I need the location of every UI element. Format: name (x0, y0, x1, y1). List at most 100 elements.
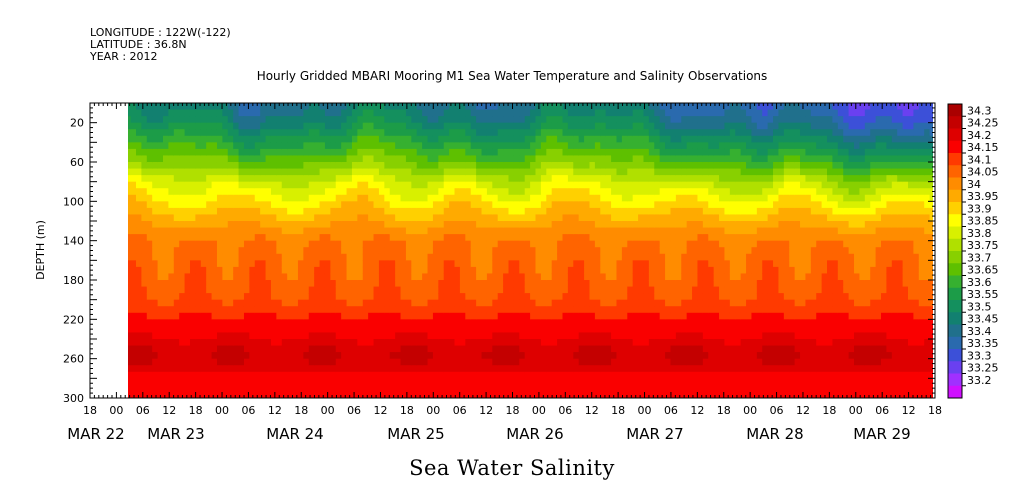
heatmap-cell (486, 358, 493, 366)
heatmap-cell (638, 358, 645, 366)
heatmap-cell (308, 122, 315, 130)
heatmap-cell (189, 116, 196, 124)
heatmap-cell (184, 384, 191, 393)
heatmap-cell (427, 345, 434, 353)
heatmap-cell (621, 358, 628, 366)
heatmap-cell (486, 319, 493, 327)
heatmap-cell (573, 240, 580, 248)
heatmap-cell (562, 194, 569, 202)
heatmap-cell (562, 109, 569, 117)
heatmap-cell (238, 345, 245, 353)
heatmap-cell (638, 188, 645, 196)
heatmap-cell (416, 168, 423, 176)
heatmap-cell (227, 234, 234, 242)
heatmap-cell (373, 188, 380, 196)
heatmap-cell (616, 181, 623, 189)
heatmap-cell (432, 155, 439, 163)
heatmap-cell (141, 155, 148, 163)
heatmap-cell (427, 194, 434, 202)
heatmap-cell (627, 234, 634, 242)
heatmap-cell (540, 247, 547, 255)
heatmap-cell (128, 293, 132, 301)
heatmap-cell (233, 273, 240, 281)
heatmap-cell (584, 280, 591, 288)
heatmap-cell (319, 384, 326, 393)
heatmap-cell (470, 116, 477, 124)
heatmap-cell (308, 352, 315, 360)
heatmap-cell (648, 293, 655, 301)
heatmap-cell (184, 260, 191, 268)
heatmap-cell (632, 175, 639, 183)
heatmap-cell (627, 240, 634, 248)
heatmap-cell (708, 103, 715, 111)
heatmap-cell (128, 109, 132, 117)
heatmap-cell (184, 214, 191, 222)
heatmap-cell (535, 339, 542, 347)
heatmap-cell (384, 221, 391, 229)
heatmap-cell (584, 234, 591, 242)
heatmap-cell (130, 194, 137, 202)
heatmap-cell (627, 253, 634, 261)
heatmap-cell (238, 201, 245, 209)
heatmap-cell (546, 129, 553, 137)
heatmap-cell (416, 103, 423, 111)
heatmap-cell (368, 306, 375, 314)
heatmap-cell (319, 358, 326, 366)
heatmap-cell (270, 103, 277, 111)
heatmap-cell (513, 103, 520, 111)
heatmap-cell (546, 365, 553, 373)
heatmap-cell (708, 109, 715, 117)
heatmap-cell (400, 273, 407, 281)
heatmap-cell (578, 306, 585, 314)
heatmap-cell (189, 358, 196, 366)
heatmap-cell (173, 384, 180, 393)
heatmap-cell (454, 352, 461, 360)
heatmap-cell (540, 103, 547, 111)
heatmap-cell (368, 352, 375, 360)
heatmap-cell (254, 260, 261, 268)
heatmap-cell (530, 293, 537, 301)
heatmap-cell (373, 345, 380, 353)
heatmap-cell (222, 352, 229, 360)
heatmap-cell (351, 148, 358, 157)
heatmap-cell (373, 325, 380, 334)
heatmap-cell (173, 207, 180, 216)
heatmap-cell (632, 325, 639, 334)
heatmap-cell (335, 325, 342, 334)
heatmap-cell (195, 312, 202, 320)
heatmap-cell (632, 129, 639, 137)
heatmap-cell (136, 116, 143, 124)
heatmap-cell (476, 266, 483, 275)
heatmap-cell (465, 293, 472, 301)
heatmap-cell (692, 299, 699, 307)
heatmap-cell (211, 306, 218, 314)
heatmap-cell (163, 168, 169, 176)
heatmap-cell (384, 181, 391, 189)
heatmap-cell (411, 103, 418, 111)
heatmap-cell (594, 325, 601, 334)
heatmap-cell (281, 175, 288, 183)
heatmap-cell (303, 162, 310, 170)
heatmap-cell (692, 286, 699, 294)
heatmap-cell (206, 188, 213, 196)
heatmap-cell (233, 162, 240, 170)
heatmap-cell (238, 207, 245, 216)
heatmap-cell (200, 155, 207, 163)
heatmap-cell (530, 116, 537, 124)
heatmap-cell (524, 378, 531, 386)
heatmap-cell (157, 260, 164, 268)
heatmap-cell (416, 332, 423, 340)
heatmap-cell (578, 194, 585, 202)
heatmap-cell (265, 181, 272, 189)
heatmap-cell (357, 345, 364, 353)
heatmap-cell (189, 365, 196, 373)
heatmap-cell (368, 247, 375, 255)
heatmap-cell (400, 293, 407, 301)
heatmap-cell (654, 181, 661, 189)
heatmap-cell (141, 221, 148, 229)
heatmap-cell (713, 345, 720, 353)
heatmap-cell (621, 260, 628, 268)
heatmap-cell (308, 188, 315, 196)
heatmap-cell (497, 194, 504, 202)
heatmap-cell (627, 325, 634, 334)
